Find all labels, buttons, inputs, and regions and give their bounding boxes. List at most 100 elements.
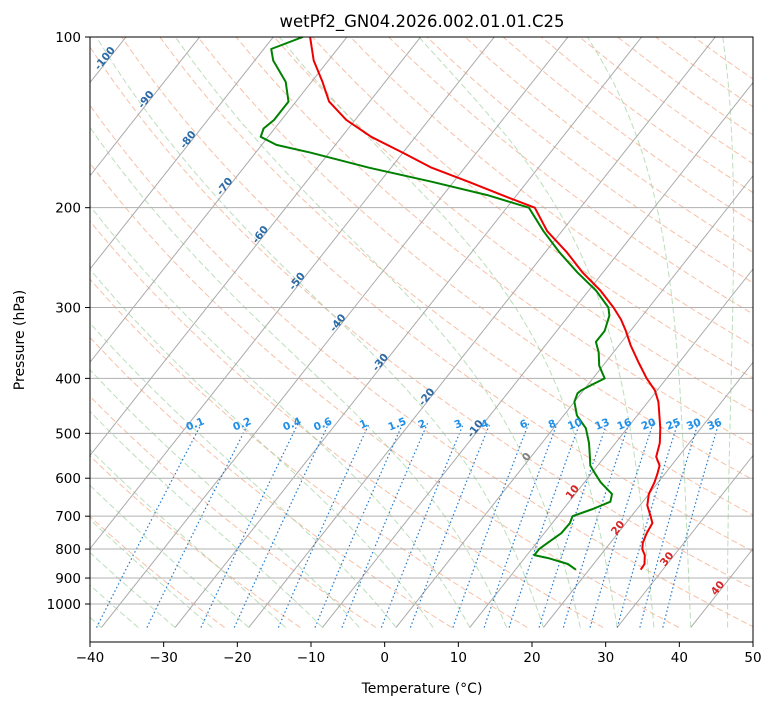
dry-adiabat-line bbox=[90, 395, 377, 628]
x-tick-label: −40 bbox=[76, 650, 105, 666]
x-tick-label: 10 bbox=[450, 650, 467, 666]
moist-adiabat-line bbox=[90, 369, 360, 628]
moist-adiabat-line bbox=[90, 126, 508, 628]
dewpoint-profile-line bbox=[259, 37, 613, 571]
isotherm-line bbox=[90, 37, 495, 550]
dry-adiabat-line bbox=[90, 515, 225, 628]
isotherm-line bbox=[248, 37, 716, 628]
moist-adiabat-line bbox=[765, 11, 775, 627]
mixing-ratio-line bbox=[380, 423, 465, 628]
mixing-ratio-label: 13 bbox=[593, 416, 611, 433]
mixing-ratio-label: 10 bbox=[566, 416, 584, 433]
mixing-ratio-line bbox=[562, 423, 630, 628]
moist-adiabat-line bbox=[722, 37, 735, 628]
temperature-profile-line bbox=[309, 37, 662, 571]
isotherm-label: 30 bbox=[658, 550, 676, 569]
x-axis-label: Temperature (°C) bbox=[361, 681, 483, 697]
isotherm-line bbox=[395, 174, 753, 628]
moist-adiabat-line bbox=[90, 410, 323, 628]
isotherm-line bbox=[543, 361, 753, 628]
mixing-ratio-label: 25 bbox=[664, 416, 682, 433]
dry-adiabat-line bbox=[90, 46, 753, 590]
mixing-ratio-label: 3 bbox=[453, 418, 464, 432]
dry-adiabat-line bbox=[120, 37, 753, 552]
mixing-ratio-label: 2 bbox=[416, 418, 427, 432]
moist-adiabat-line bbox=[90, 268, 434, 628]
moist-adiabat-line bbox=[278, 37, 618, 628]
y-tick-label: 500 bbox=[55, 426, 81, 442]
dry-adiabat-line bbox=[90, 104, 753, 628]
isotherm-label: 0 bbox=[520, 451, 534, 464]
mixing-ratio-line bbox=[508, 423, 581, 628]
isotherm-label: 10 bbox=[564, 483, 582, 502]
pressure-gridlines bbox=[90, 37, 753, 605]
y-tick-label: 200 bbox=[55, 201, 81, 217]
y-tick-label: 300 bbox=[55, 301, 81, 317]
y-tick-label: 400 bbox=[55, 371, 81, 387]
x-tick-label: 30 bbox=[597, 650, 614, 666]
isotherm-line bbox=[174, 37, 643, 628]
dry-adiabat-line bbox=[426, 37, 753, 284]
mixing-ratio-label: 1.5 bbox=[386, 415, 408, 433]
isotherm-label: 40 bbox=[709, 579, 727, 598]
moist-adiabat-line bbox=[95, 37, 544, 628]
dry-adiabat-line bbox=[235, 37, 753, 446]
profile-lines bbox=[259, 37, 662, 571]
mixing-ratio-line bbox=[639, 423, 699, 628]
y-tick-label: 800 bbox=[55, 542, 81, 558]
mixing-ratio-line bbox=[452, 423, 530, 628]
mixing-ratio-label: 4 bbox=[479, 418, 490, 432]
isotherm-line bbox=[616, 454, 753, 628]
dry-adiabat-line bbox=[349, 37, 753, 347]
mixing-ratio-line bbox=[662, 423, 720, 628]
dry-adiabat-line bbox=[159, 37, 753, 516]
y-tick-label: 900 bbox=[55, 571, 81, 587]
mixing-ratio-label: 0.4 bbox=[281, 415, 303, 433]
x-tick-label: 40 bbox=[671, 650, 688, 666]
mixing-ratio-label: 30 bbox=[685, 416, 703, 433]
mixing-ratio-label: 8 bbox=[547, 418, 558, 432]
y-tick-label: 600 bbox=[55, 471, 81, 487]
isotherm-label: -40 bbox=[327, 312, 348, 334]
background-lines bbox=[0, 11, 775, 628]
moist-adiabat-line bbox=[90, 518, 213, 628]
dry-adiabat-line bbox=[90, 278, 528, 628]
dry-adiabat-line bbox=[90, 220, 604, 628]
moist-adiabat-line bbox=[90, 448, 286, 628]
y-tick-label: 1000 bbox=[47, 597, 81, 613]
x-tick-label: 0 bbox=[380, 650, 389, 666]
mixing-ratio-line bbox=[314, 423, 404, 628]
chart-title: wetPf2_GN04.2026.002.01.01.C25 bbox=[280, 12, 565, 32]
isotherm-line bbox=[764, 11, 775, 627]
mixing-ratio-line bbox=[277, 423, 370, 628]
mixing-ratio-line bbox=[538, 423, 608, 628]
y-tick-label: 700 bbox=[55, 509, 81, 525]
dry-adiabat-line bbox=[311, 37, 753, 379]
mixing-ratio-line bbox=[409, 423, 491, 628]
isotherm-line bbox=[90, 37, 422, 457]
isotherm-line bbox=[322, 81, 753, 628]
x-tick-label: 50 bbox=[744, 650, 761, 666]
isotherm-label: -20 bbox=[416, 386, 437, 408]
mixing-ratio-label: 16 bbox=[615, 416, 633, 433]
mixing-ratio-line bbox=[589, 423, 654, 628]
isotherm-line bbox=[90, 37, 201, 177]
y-tick-label: 100 bbox=[55, 30, 81, 46]
mixing-ratio-line bbox=[96, 423, 203, 628]
mixing-ratio-label: 36 bbox=[706, 416, 724, 433]
plot-frame bbox=[89, 36, 754, 643]
mixing-ratio-label: 6 bbox=[518, 418, 529, 432]
dry-adiabat-line bbox=[90, 162, 680, 628]
isotherm-label: -100 bbox=[92, 45, 118, 73]
dry-adiabat-line bbox=[273, 37, 753, 412]
isotherm-label: -90 bbox=[136, 89, 157, 111]
y-axis-label: Pressure (hPa) bbox=[12, 290, 28, 390]
isotherm-label: -80 bbox=[178, 129, 199, 151]
moist-adiabat-line bbox=[90, 204, 471, 628]
isotherm-line bbox=[101, 37, 569, 628]
isotherm-line bbox=[90, 37, 274, 270]
isotherm-line bbox=[0, 11, 73, 627]
dry-adiabat-line bbox=[464, 37, 753, 253]
isotherm-line bbox=[90, 37, 348, 364]
